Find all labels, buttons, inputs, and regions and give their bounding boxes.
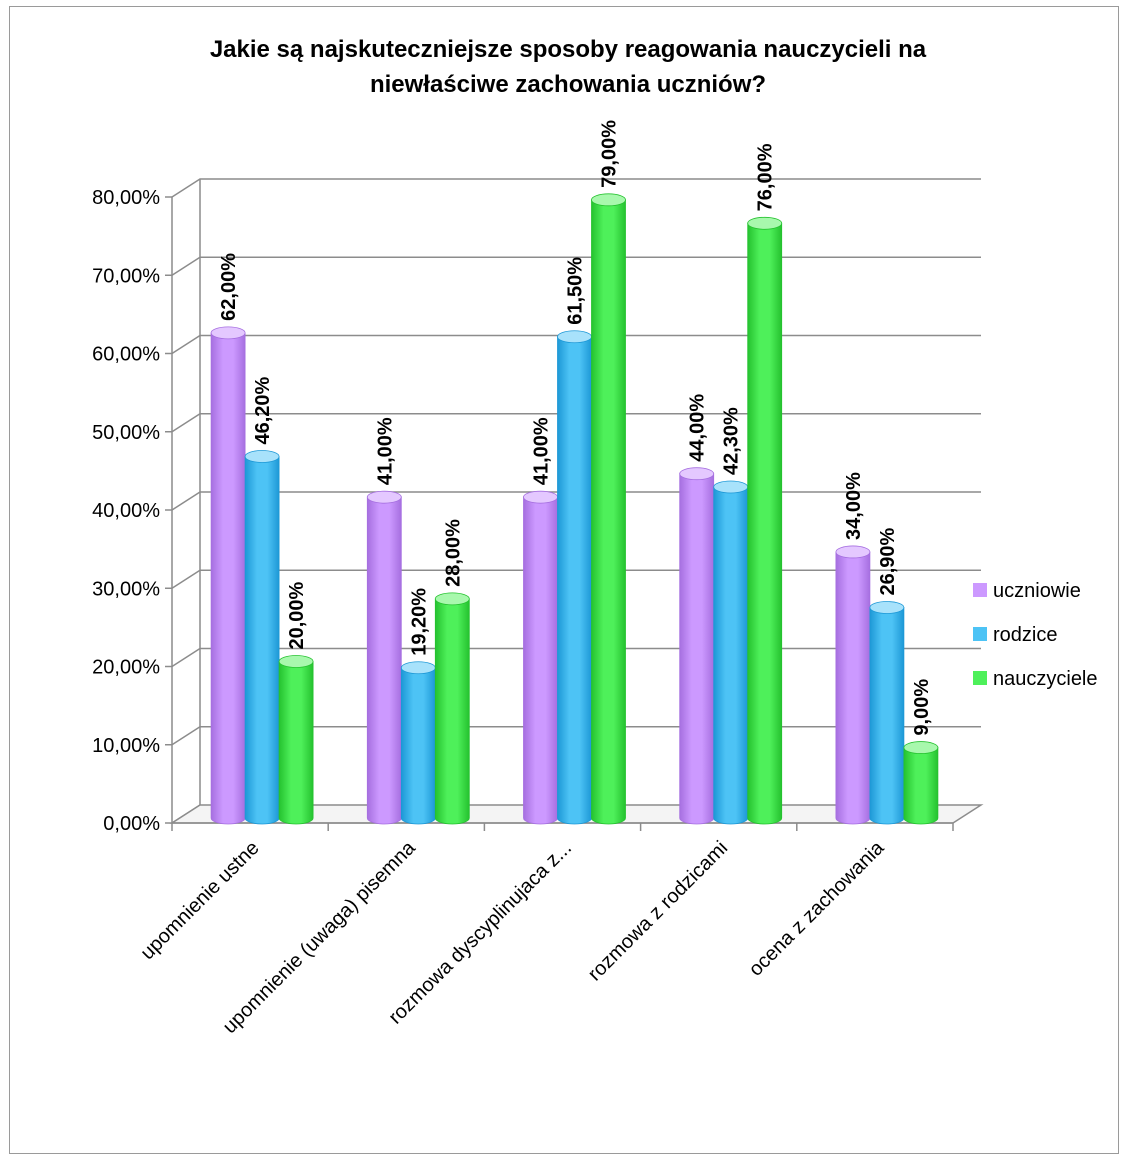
bar-body xyxy=(591,199,626,825)
bar xyxy=(400,661,436,825)
y-tick-label: 60,00% xyxy=(92,344,160,366)
bar-body xyxy=(523,496,558,825)
bar-body xyxy=(747,222,783,825)
y-tick-label: 10,00% xyxy=(92,735,160,757)
bar-top xyxy=(747,216,783,230)
bar-top xyxy=(903,741,939,754)
y-tick-label: 0,00% xyxy=(103,813,160,835)
bar-body xyxy=(434,598,470,825)
x-category-label: rozmowa z rodzicami xyxy=(584,837,732,985)
bar-top xyxy=(869,601,905,614)
chart-title: Jakie są najskutecznie​jsze sposoby reag… xyxy=(210,36,927,98)
chart-title-line-2: niewłaściwe zachowania uczniów? xyxy=(370,71,766,98)
bar-body xyxy=(244,456,280,825)
legend-swatch xyxy=(973,671,987,685)
gridline xyxy=(171,256,981,276)
data-label: 44,00% xyxy=(687,394,709,462)
bar xyxy=(835,545,871,825)
x-category-label: rozmowa dyscyplinujaca z... xyxy=(384,837,576,1029)
data-label: 9,00% xyxy=(911,679,933,736)
x-category-label: upomnienie ustne xyxy=(136,837,263,964)
data-label: 76,00% xyxy=(755,143,777,211)
data-label: 28,00% xyxy=(442,519,464,587)
bar-top xyxy=(523,490,558,504)
y-axis: 0,00% 10,00% 20,00% 30,00% 40,00% 50,00% 60,00… xyxy=(92,187,173,835)
bar xyxy=(523,490,558,825)
bar xyxy=(713,480,749,825)
data-label: 19,20% xyxy=(408,588,430,656)
bar xyxy=(903,741,939,825)
data-label: 20,00% xyxy=(286,581,308,649)
data-label: 46,20% xyxy=(252,376,274,444)
bar xyxy=(210,326,246,825)
y-tick-label: 50,00% xyxy=(92,422,160,444)
legend-swatch xyxy=(973,583,987,597)
bar-top xyxy=(366,490,402,504)
bar-body xyxy=(869,607,905,825)
bar xyxy=(366,490,402,825)
y-tick-label: 40,00% xyxy=(92,500,160,522)
bar-top xyxy=(210,326,246,340)
data-label: 62,00% xyxy=(218,253,240,321)
bar-top xyxy=(400,661,436,675)
x-category-label: ocena z zachowania xyxy=(745,836,889,980)
bar xyxy=(747,216,783,825)
bar-top xyxy=(713,480,749,494)
data-labels-layer: 62,00% 46,20% 20,00% 41,00% 19,20% 28,00% 41,0… xyxy=(218,120,933,736)
bar-body xyxy=(366,496,402,825)
bar-body xyxy=(903,747,939,825)
data-label: 41,00% xyxy=(374,417,396,485)
bar-body xyxy=(278,661,314,825)
data-label: 61,50% xyxy=(565,257,587,325)
gridline xyxy=(171,178,981,198)
y-tick-label: 30,00% xyxy=(92,578,160,600)
bar-top xyxy=(434,592,470,606)
bar-body xyxy=(400,667,436,825)
bar-top xyxy=(591,193,626,207)
bar xyxy=(869,601,905,825)
data-label: 41,00% xyxy=(531,417,553,485)
bar xyxy=(679,467,715,825)
y-tick-label: 20,00% xyxy=(92,657,160,679)
bar xyxy=(591,193,626,825)
bar xyxy=(244,450,280,825)
bar-top xyxy=(557,330,592,344)
bar-top xyxy=(278,655,314,668)
bar xyxy=(557,330,592,825)
legend-label: nauczyciele xyxy=(993,668,1098,690)
y-tick-label: 80,00% xyxy=(92,187,160,209)
bar-body xyxy=(713,486,749,825)
data-label: 34,00% xyxy=(843,472,865,540)
chart-title-line-1: Jakie są najskutecznie​jsze sposoby reag… xyxy=(210,36,927,63)
gridline xyxy=(171,413,981,433)
bar-top xyxy=(835,545,871,559)
bar-body xyxy=(557,336,592,825)
legend: uczniowie rodzice nauczyciele xyxy=(973,580,1098,690)
bar-body xyxy=(210,332,246,825)
bar-body xyxy=(679,473,715,825)
bar xyxy=(278,655,314,825)
bar-top xyxy=(244,450,280,463)
data-label: 79,00% xyxy=(599,120,621,188)
data-label: 26,90% xyxy=(877,527,899,595)
legend-swatch xyxy=(973,627,987,641)
y-tick-label: 70,00% xyxy=(92,265,160,287)
gridline xyxy=(171,334,981,355)
bars-layer xyxy=(210,193,939,825)
data-label: 42,30% xyxy=(721,407,743,475)
legend-label: rodzice xyxy=(993,624,1057,646)
bar-top xyxy=(679,467,715,481)
legend-label: uczniowie xyxy=(993,580,1081,602)
bar-body xyxy=(835,551,871,825)
bar xyxy=(434,592,470,825)
